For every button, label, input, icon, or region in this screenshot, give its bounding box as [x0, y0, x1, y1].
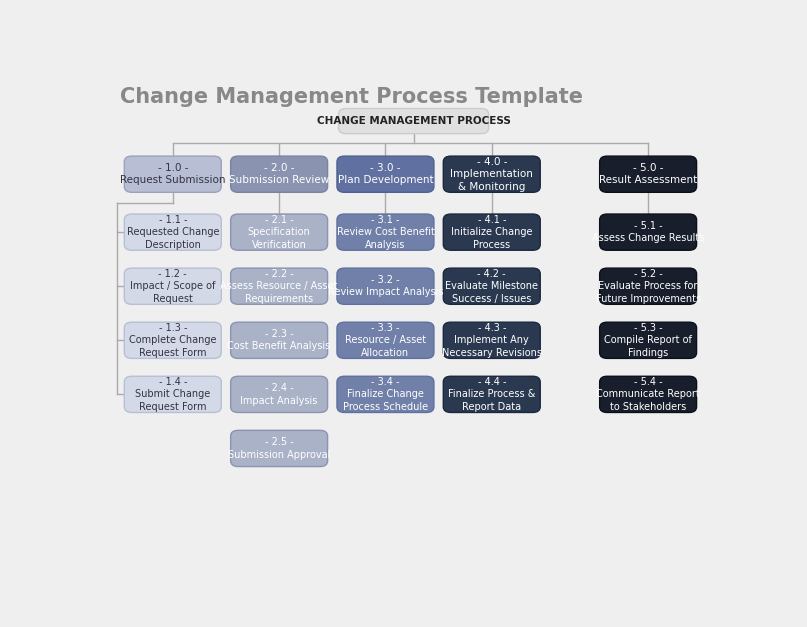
Text: - 2.4 -
Impact Analysis: - 2.4 - Impact Analysis [240, 383, 318, 406]
FancyBboxPatch shape [600, 214, 696, 250]
Text: - 4.1 -
Initialize Change
Process: - 4.1 - Initialize Change Process [451, 214, 533, 250]
Text: - 1.0 -
Request Submission: - 1.0 - Request Submission [120, 163, 225, 186]
Text: - 4.0 -
Implementation
& Monitoring: - 4.0 - Implementation & Monitoring [450, 157, 533, 192]
FancyBboxPatch shape [124, 156, 221, 192]
FancyBboxPatch shape [337, 214, 434, 250]
FancyBboxPatch shape [231, 322, 328, 359]
FancyBboxPatch shape [600, 376, 696, 413]
FancyBboxPatch shape [600, 268, 696, 304]
FancyBboxPatch shape [337, 322, 434, 359]
Text: - 2.3 -
Cost Benefit Analysis: - 2.3 - Cost Benefit Analysis [228, 329, 331, 352]
FancyBboxPatch shape [231, 376, 328, 413]
Text: - 4.4 -
Finalize Process &
Report Data: - 4.4 - Finalize Process & Report Data [448, 377, 536, 412]
FancyBboxPatch shape [443, 322, 540, 359]
FancyBboxPatch shape [124, 376, 221, 413]
Text: - 2.5 -
Submission Approval: - 2.5 - Submission Approval [228, 437, 330, 460]
Text: - 3.3 -
Resource / Asset
Allocation: - 3.3 - Resource / Asset Allocation [345, 323, 426, 357]
FancyBboxPatch shape [443, 156, 540, 192]
Text: - 5.0 -
Result Assessment: - 5.0 - Result Assessment [599, 163, 697, 186]
FancyBboxPatch shape [124, 322, 221, 359]
FancyBboxPatch shape [124, 214, 221, 250]
FancyBboxPatch shape [600, 322, 696, 359]
FancyBboxPatch shape [443, 214, 540, 250]
Text: - 3.0 -
Plan Development: - 3.0 - Plan Development [337, 163, 433, 186]
FancyBboxPatch shape [231, 430, 328, 466]
FancyBboxPatch shape [339, 108, 489, 134]
FancyBboxPatch shape [443, 268, 540, 304]
Text: - 4.2 -
Evaluate Milestone
Success / Issues: - 4.2 - Evaluate Milestone Success / Iss… [445, 269, 538, 303]
FancyBboxPatch shape [231, 268, 328, 304]
FancyBboxPatch shape [231, 156, 328, 192]
Text: - 2.2 -
Assess Resource / Asset
Requirements: - 2.2 - Assess Resource / Asset Requirem… [220, 269, 338, 303]
Text: - 4.3 -
Implement Any
Necessary Revisions: - 4.3 - Implement Any Necessary Revision… [441, 323, 541, 357]
Text: - 1.4 -
Submit Change
Request Form: - 1.4 - Submit Change Request Form [136, 377, 211, 412]
FancyBboxPatch shape [443, 376, 540, 413]
Text: - 3.4 -
Finalize Change
Process Schedule: - 3.4 - Finalize Change Process Schedule [343, 377, 428, 412]
Text: - 2.0 -
Submission Review: - 2.0 - Submission Review [229, 163, 329, 186]
Text: - 1.3 -
Complete Change
Request Form: - 1.3 - Complete Change Request Form [129, 323, 216, 357]
Text: - 5.2 -
Evaluate Process for
Future Improvements: - 5.2 - Evaluate Process for Future Impr… [596, 269, 700, 303]
FancyBboxPatch shape [337, 376, 434, 413]
Text: - 5.4 -
Communicate Report
to Stakeholders: - 5.4 - Communicate Report to Stakeholde… [596, 377, 700, 412]
FancyBboxPatch shape [600, 156, 696, 192]
FancyBboxPatch shape [337, 268, 434, 304]
FancyBboxPatch shape [124, 268, 221, 304]
Text: - 3.1 -
Review Cost Benefit
Analysis: - 3.1 - Review Cost Benefit Analysis [337, 214, 434, 250]
Text: - 5.3 -
Compile Report of
Findings: - 5.3 - Compile Report of Findings [604, 323, 692, 357]
FancyBboxPatch shape [231, 214, 328, 250]
Text: - 3.2 -
Review Impact Analysis: - 3.2 - Review Impact Analysis [328, 275, 443, 297]
Text: - 1.1 -
Requested Change
Description: - 1.1 - Requested Change Description [127, 214, 219, 250]
Text: - 5.1 -
Assess Change Results: - 5.1 - Assess Change Results [592, 221, 705, 243]
Text: - 1.2 -
Impact / Scope of
Request: - 1.2 - Impact / Scope of Request [130, 269, 215, 303]
Text: Change Management Process Template: Change Management Process Template [119, 87, 583, 107]
Text: - 2.1 -
Specification
Verification: - 2.1 - Specification Verification [248, 214, 311, 250]
Text: CHANGE MANAGEMENT PROCESS: CHANGE MANAGEMENT PROCESS [316, 116, 511, 126]
FancyBboxPatch shape [337, 156, 434, 192]
